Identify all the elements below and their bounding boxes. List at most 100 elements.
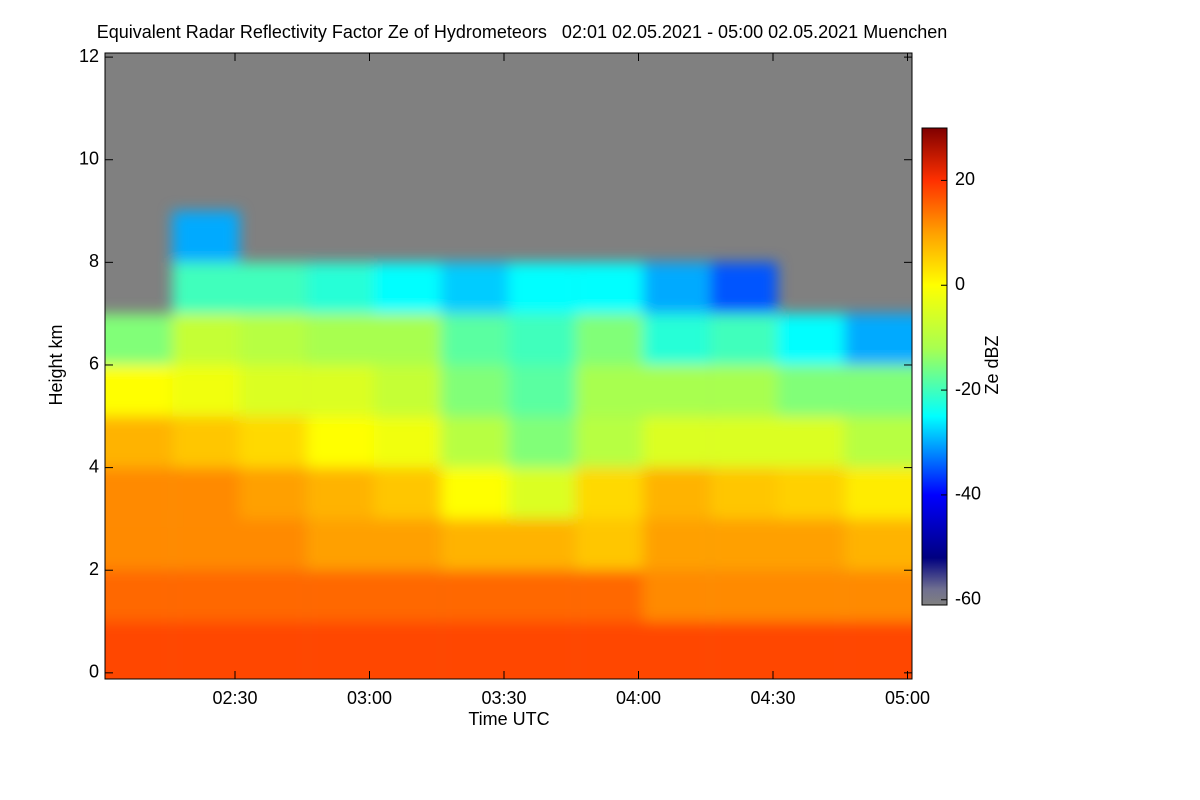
y-tick-label: 10 — [79, 148, 99, 168]
heatmap-cell — [710, 262, 778, 314]
heatmap-cell — [441, 313, 509, 365]
heatmap-cell — [844, 467, 912, 519]
heatmap-cell — [374, 570, 442, 622]
heatmap-cell — [575, 313, 643, 365]
heatmap-cell — [239, 570, 307, 622]
heatmap-cell — [508, 467, 576, 519]
heatmap-cell — [777, 621, 845, 679]
heatmap-cell — [306, 570, 374, 622]
heatmap-cell — [777, 467, 845, 519]
heatmap-cell — [441, 262, 509, 314]
heatmap-cell — [575, 262, 643, 314]
heatmap-cell — [844, 313, 912, 365]
heatmap-cell — [710, 467, 778, 519]
heatmap-cell — [239, 364, 307, 417]
heatmap-cell — [374, 416, 442, 468]
heatmap-cell — [441, 621, 509, 679]
y-tick-label: 2 — [89, 559, 99, 579]
heatmap-cell — [441, 518, 509, 571]
y-tick-label: 0 — [89, 662, 99, 682]
colorbar-label: Ze dBZ — [982, 335, 1002, 394]
heatmap-cell — [710, 313, 778, 365]
heatmap-cell — [306, 313, 374, 365]
heatmap-cell — [575, 570, 643, 622]
heatmap-cell — [105, 313, 173, 365]
x-tick-label: 03:30 — [481, 688, 526, 708]
heatmap-cell — [777, 416, 845, 468]
heatmap-cell — [575, 518, 643, 571]
heatmap-cell — [643, 570, 711, 622]
x-tick-label: 03:00 — [347, 688, 392, 708]
colorbar-tick-label: 20 — [955, 169, 975, 189]
x-tick-label: 04:00 — [616, 688, 661, 708]
y-axis-label: Height km — [46, 324, 66, 405]
heatmap-cell — [844, 364, 912, 417]
heatmap-cell — [105, 621, 173, 679]
heatmap-cell — [172, 211, 240, 263]
colorbar-tick-label: -60 — [955, 589, 981, 609]
heatmap-cell — [105, 364, 173, 417]
heatmap-cell — [172, 467, 240, 519]
heatmap-cell — [374, 467, 442, 519]
y-tick-label: 12 — [79, 46, 99, 66]
colorbar-tick-label: 0 — [955, 274, 965, 294]
heatmap-cell — [643, 262, 711, 314]
heatmap-cell — [643, 467, 711, 519]
heatmap-cell — [306, 518, 374, 571]
heatmap-cell — [777, 313, 845, 365]
heatmap-cell — [374, 518, 442, 571]
heatmap-cell — [777, 364, 845, 417]
heatmap-cell — [508, 518, 576, 571]
heatmap-cell — [306, 364, 374, 417]
y-tick-label: 8 — [89, 251, 99, 271]
y-tick-label: 6 — [89, 354, 99, 374]
heatmap-cell — [844, 621, 912, 679]
heatmap-cell — [374, 364, 442, 417]
chart-title: Equivalent Radar Reflectivity Factor Ze … — [97, 22, 948, 42]
colorbar-tick-label: -20 — [955, 379, 981, 399]
heatmap-cell — [643, 364, 711, 417]
heatmap-cell — [441, 570, 509, 622]
heatmap-cell — [710, 621, 778, 679]
x-tick-label: 02:30 — [212, 688, 257, 708]
heatmap-cell — [374, 621, 442, 679]
x-axis-label: Time UTC — [468, 709, 549, 729]
heatmap-cell — [239, 621, 307, 679]
heatmap-cell — [508, 621, 576, 679]
heatmap-cell — [777, 518, 845, 571]
heatmap-cell — [306, 262, 374, 314]
heatmap-cell — [239, 313, 307, 365]
heatmap-cell — [441, 416, 509, 468]
heatmap-cell — [105, 518, 173, 571]
heatmap — [105, 211, 912, 679]
heatmap-cell — [643, 416, 711, 468]
heatmap-cell — [844, 518, 912, 571]
heatmap-cell — [306, 467, 374, 519]
heatmap-cell — [508, 570, 576, 622]
colorbar-tick-label: -40 — [955, 484, 981, 504]
heatmap-cell — [306, 416, 374, 468]
heatmap-cell — [575, 467, 643, 519]
heatmap-cell — [575, 416, 643, 468]
heatmap-cell — [710, 570, 778, 622]
heatmap-cell — [374, 313, 442, 365]
heatmap-cell — [441, 467, 509, 519]
heatmap-cell — [172, 364, 240, 417]
heatmap-cell — [508, 364, 576, 417]
heatmap-cell — [306, 621, 374, 679]
heatmap-cell — [508, 313, 576, 365]
heatmap-cell — [172, 621, 240, 679]
heatmap-cell — [643, 621, 711, 679]
heatmap-cell — [643, 313, 711, 365]
heatmap-cell — [172, 518, 240, 571]
heatmap-cell — [172, 313, 240, 365]
y-tick-label: 4 — [89, 456, 99, 476]
heatmap-cell — [239, 416, 307, 468]
heatmap-cell — [508, 416, 576, 468]
heatmap-cell — [105, 570, 173, 622]
heatmap-cell — [710, 518, 778, 571]
heatmap-cell — [105, 467, 173, 519]
heatmap-cell — [239, 467, 307, 519]
heatmap-cell — [374, 262, 442, 314]
heatmap-cell — [844, 416, 912, 468]
